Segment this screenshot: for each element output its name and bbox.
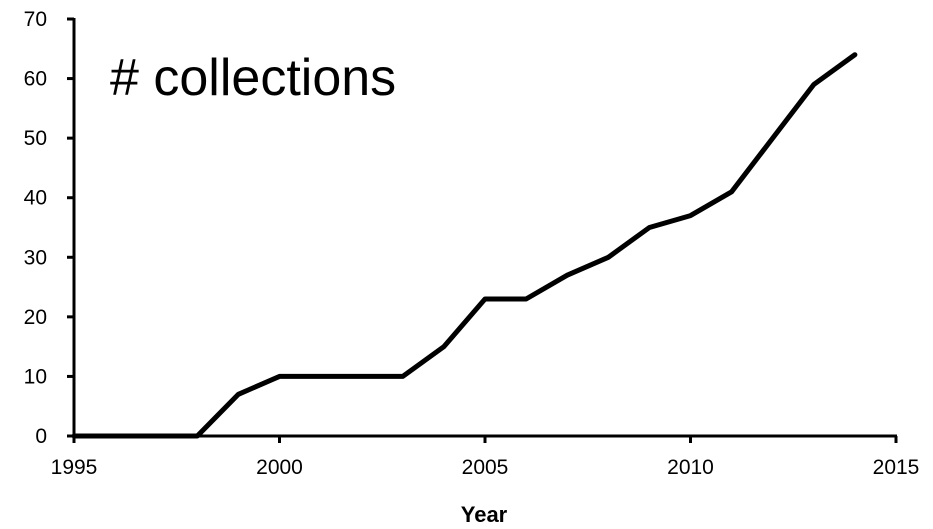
- y-tick-label: 20: [24, 306, 47, 329]
- x-axis-title: Year: [461, 502, 508, 527]
- x-tick-label: 2015: [873, 456, 920, 479]
- y-tick-label: 70: [24, 8, 47, 31]
- series-line: [71, 52, 858, 439]
- y-tick-label: 50: [24, 127, 47, 150]
- x-tick-label: 2005: [462, 456, 509, 479]
- x-tick-label: 1995: [51, 456, 98, 479]
- x-tick-label: 2000: [256, 456, 303, 479]
- y-tick-label: 60: [24, 68, 47, 91]
- x-tick-label: 2010: [667, 456, 714, 479]
- y-tick-label: 40: [24, 187, 47, 210]
- y-axis: 0 10 20 30 40 50 60 70: [24, 8, 76, 448]
- y-tick-label: 0: [35, 425, 47, 448]
- plot-area: [71, 52, 858, 439]
- chart-title: # collections: [110, 49, 396, 107]
- y-tick-label: 10: [24, 365, 47, 388]
- x-axis: 1995 2000 2005 2010 2015: [51, 434, 920, 479]
- y-tick-label: 30: [24, 246, 47, 269]
